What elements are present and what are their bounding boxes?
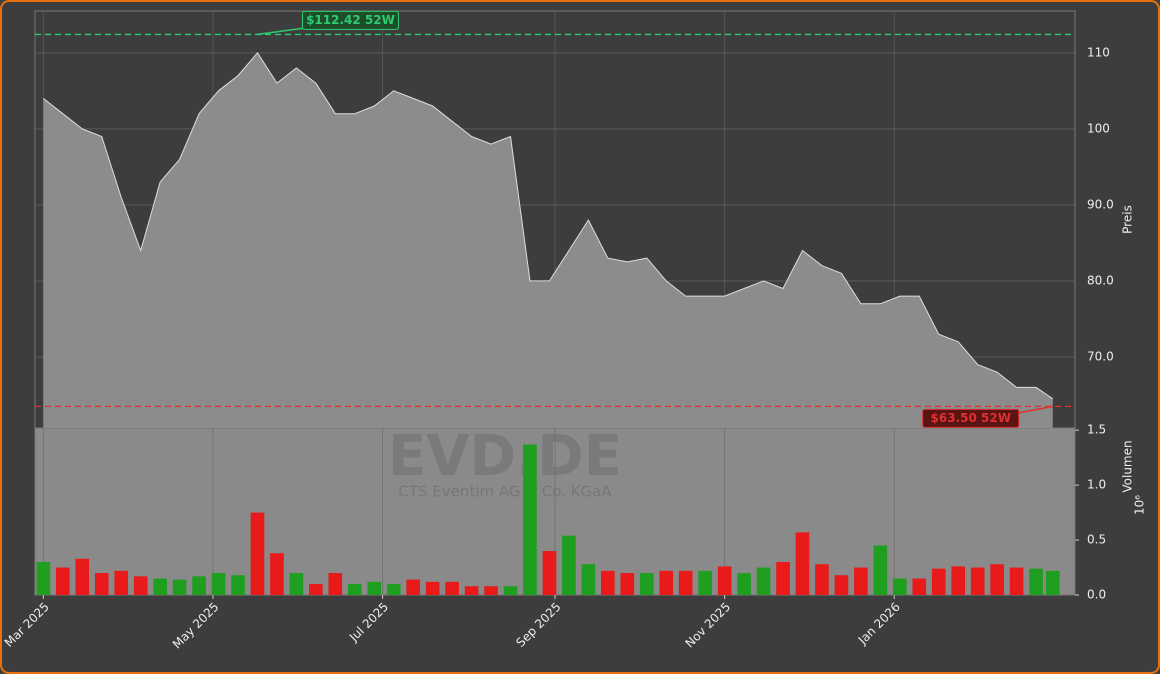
y-tick-label: 70.0 [1087, 349, 1114, 363]
volume-bar [854, 567, 868, 595]
y-tick-label: 110 [1087, 45, 1110, 59]
volume-bar [639, 573, 654, 595]
volume-bar [659, 570, 674, 595]
volume-bar [114, 570, 129, 595]
y-tick-label: 80.0 [1087, 273, 1114, 287]
volume-bar [795, 532, 810, 595]
volume-bar [406, 579, 420, 595]
volume-bar [133, 576, 148, 595]
price-area [43, 52, 1053, 429]
volume-bar [873, 545, 888, 595]
annotation-box [301, 10, 399, 30]
annotation-arrow [257, 27, 303, 36]
y-tick-label: 100 [1087, 121, 1110, 135]
volume-bar [1045, 570, 1060, 595]
volume-bar [931, 568, 946, 595]
volume-bar [737, 573, 751, 595]
price-line [42, 51, 1054, 400]
volume-bar [309, 584, 323, 595]
volume-bar [523, 444, 537, 595]
volume-bar [153, 578, 167, 595]
volume-bar [756, 567, 771, 595]
volume-bar [172, 579, 187, 595]
volume-bar [425, 581, 440, 595]
volume-bar [678, 570, 693, 595]
volume-bar [581, 564, 596, 595]
y-tick-label: 0.0 [1087, 588, 1106, 602]
y-axis-label: Preis [1121, 205, 1135, 234]
volume-bar [445, 581, 459, 595]
volume-bar [94, 573, 109, 595]
volume-bar [912, 578, 927, 595]
volume-bar [328, 573, 343, 595]
volume-bar [834, 575, 849, 595]
y-axis-label: Volumen [1121, 440, 1135, 492]
volume-bar [250, 512, 265, 595]
volume-bar [1029, 568, 1043, 595]
volume-bar [893, 578, 907, 595]
volume-bar [484, 586, 498, 595]
volume-bar [192, 576, 206, 595]
volume-bar [55, 567, 70, 595]
y-tick-label: 0.5 [1087, 533, 1106, 547]
watermark-subtitle: CTS Eventim AG & Co. KGaA [398, 483, 612, 501]
annotation: $63.50 52W [931, 411, 1011, 425]
annotation-box [922, 408, 1020, 428]
annotation: $112.42 52W [306, 13, 395, 27]
volume-bar [36, 562, 51, 595]
volume-bar [698, 570, 712, 595]
volume-bar [776, 562, 790, 595]
y-tick-label: 90.0 [1087, 197, 1114, 211]
volume-bar [231, 575, 245, 595]
volume-bar [990, 564, 1004, 595]
volume-bar [970, 567, 985, 595]
volume-bar [367, 581, 382, 595]
volume-bar [542, 551, 557, 595]
volume-bar [347, 584, 362, 595]
volume-bar [75, 558, 90, 595]
y-tick-label: 1.0 [1087, 478, 1106, 492]
volume-bar [717, 566, 732, 595]
volume-bar [620, 573, 635, 595]
volume-bar [289, 573, 304, 595]
volume-bar [270, 553, 284, 595]
volume-bar [562, 535, 576, 595]
volume-bar [386, 584, 401, 595]
volume-bar [601, 570, 615, 595]
volume-bar [815, 564, 829, 595]
volume-bar [1009, 567, 1024, 595]
y-tick-label: 1.5 [1087, 423, 1106, 437]
volume-bar [503, 586, 518, 595]
volume-bar [464, 586, 479, 595]
offset-text: 10⁶ [1133, 495, 1147, 515]
volume-bar [211, 573, 226, 595]
volume-bar [951, 566, 966, 595]
watermark: EVD.DE [388, 424, 622, 489]
